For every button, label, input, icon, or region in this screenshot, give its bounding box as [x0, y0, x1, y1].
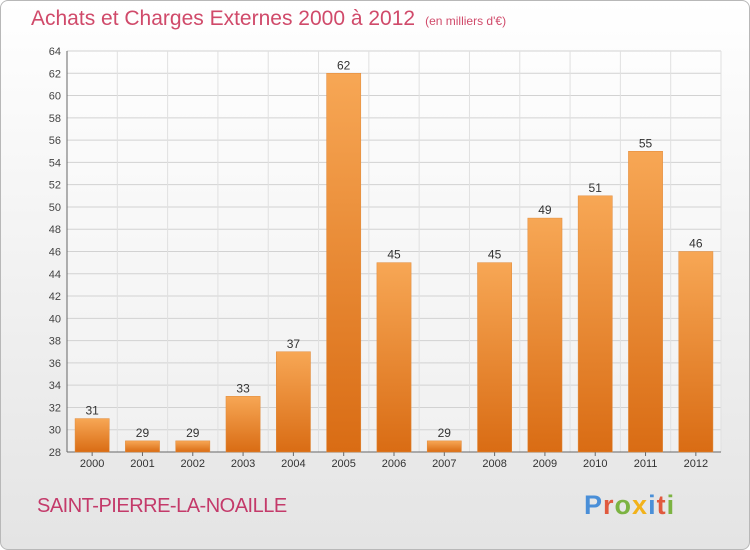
x-tick-label: 2001 — [130, 458, 154, 470]
bar — [225, 396, 261, 453]
x-tick-label: 2002 — [181, 458, 205, 470]
y-tick-label: 58 — [49, 113, 61, 125]
chart-unit: (en milliers d'€) — [425, 14, 507, 28]
x-tick-label: 2007 — [432, 458, 456, 470]
bars — [74, 73, 714, 453]
logo-letter: t — [656, 490, 667, 520]
bar-value-label: 29 — [136, 426, 150, 440]
bar — [74, 418, 110, 453]
commune-name: SAINT-PIERRE-LA-NOAILLE — [37, 495, 287, 517]
x-tick-label: 2006 — [382, 458, 406, 470]
logo-letter: i — [666, 490, 676, 520]
bar — [326, 73, 362, 453]
y-tick-label: 64 — [49, 46, 61, 58]
logo-letter: x — [632, 490, 649, 520]
x-tick-label: 2000 — [80, 458, 104, 470]
x-tick-label: 2005 — [331, 458, 355, 470]
y-tick-label: 62 — [49, 68, 61, 80]
bar-value-label: 45 — [387, 248, 401, 262]
x-tick-label: 2003 — [231, 458, 255, 470]
bar-value-label: 31 — [85, 404, 99, 418]
bar — [276, 351, 311, 453]
bar-value-label: 33 — [236, 381, 250, 395]
y-tick-label: 38 — [49, 336, 61, 348]
y-tick-label: 36 — [49, 358, 61, 370]
logo-letter: r — [603, 490, 615, 520]
x-tick-label: 2011 — [634, 458, 658, 470]
x-tick-label: 2009 — [533, 458, 557, 470]
logo-letter: o — [614, 490, 633, 520]
x-tick-label: 2004 — [281, 458, 305, 470]
labels: 31 29 29 33 37 62 45 29 45 49 51 55 46 — [85, 58, 702, 440]
chart-title: Achats et Charges Externes 2000 à 2012 (e… — [31, 7, 506, 31]
y-tick-label: 46 — [49, 247, 61, 259]
logo-letter: P — [584, 490, 604, 520]
y-tick-label: 32 — [49, 402, 61, 414]
bar-value-label: 29 — [438, 426, 452, 440]
y-tick-label: 60 — [49, 91, 61, 103]
bar — [527, 217, 563, 453]
x-tick-label: 2008 — [482, 458, 506, 470]
bar — [628, 151, 663, 453]
bar — [678, 251, 714, 453]
y-tick-label: 40 — [49, 313, 61, 325]
bar — [477, 262, 512, 453]
bar-value-label: 51 — [589, 181, 603, 195]
y-tick-label: 42 — [49, 291, 61, 303]
bar-value-label: 62 — [337, 58, 351, 72]
y-tick-label: 54 — [49, 157, 61, 169]
bar — [376, 262, 412, 453]
chart-title-text: Achats et Charges Externes 2000 à 2012 — [31, 7, 416, 30]
proxiti-logo: Proxiti — [584, 490, 675, 521]
y-tick-label: 28 — [49, 447, 61, 459]
y-tick-label: 56 — [49, 135, 61, 147]
y-tick-label: 44 — [49, 269, 61, 281]
y-tick-label: 50 — [49, 202, 61, 214]
y-tick-label: 30 — [49, 425, 61, 437]
logo-letter: i — [648, 490, 657, 520]
bar-value-label: 45 — [488, 248, 502, 262]
y-tick-label: 48 — [49, 224, 61, 236]
bar — [577, 195, 613, 453]
bar — [175, 440, 211, 453]
y-tick-label: 34 — [49, 380, 61, 392]
y-tick-label: 52 — [49, 180, 61, 192]
bar-value-label: 29 — [186, 426, 200, 440]
bar — [125, 440, 160, 453]
bar-value-label: 37 — [287, 337, 301, 351]
bar-value-label: 49 — [538, 203, 552, 217]
bar — [426, 440, 462, 453]
x-tick-label: 2012 — [684, 458, 708, 470]
bar-value-label: 46 — [689, 237, 703, 251]
bar-value-label: 55 — [639, 136, 653, 150]
x-tick-label: 2010 — [583, 458, 607, 470]
